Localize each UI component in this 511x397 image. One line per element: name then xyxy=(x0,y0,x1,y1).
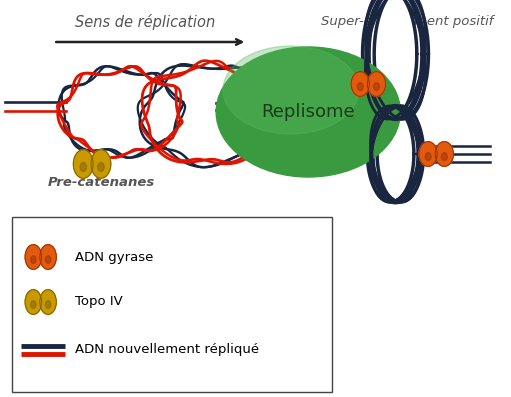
Ellipse shape xyxy=(95,151,107,166)
Text: Topo IV: Topo IV xyxy=(75,295,123,308)
Ellipse shape xyxy=(374,83,380,91)
Ellipse shape xyxy=(351,71,369,96)
Ellipse shape xyxy=(216,47,400,177)
Ellipse shape xyxy=(31,301,36,308)
Ellipse shape xyxy=(80,162,86,172)
Ellipse shape xyxy=(371,73,382,86)
Ellipse shape xyxy=(31,256,36,264)
Ellipse shape xyxy=(43,246,53,258)
Text: Sens de réplication: Sens de réplication xyxy=(75,14,216,30)
Text: Super-enroulement positif: Super-enroulement positif xyxy=(321,15,493,29)
Ellipse shape xyxy=(423,143,434,156)
Ellipse shape xyxy=(28,291,38,304)
Ellipse shape xyxy=(379,114,412,194)
Ellipse shape xyxy=(223,46,359,134)
Ellipse shape xyxy=(375,0,416,109)
Text: Pre-catenanes: Pre-catenanes xyxy=(48,175,155,189)
Ellipse shape xyxy=(442,153,447,160)
Ellipse shape xyxy=(439,143,450,156)
Ellipse shape xyxy=(367,71,385,96)
FancyBboxPatch shape xyxy=(12,217,332,392)
Ellipse shape xyxy=(28,246,38,258)
Ellipse shape xyxy=(45,301,51,308)
Ellipse shape xyxy=(355,73,366,86)
Ellipse shape xyxy=(25,245,41,269)
Text: ADN nouvellement répliqué: ADN nouvellement répliqué xyxy=(75,343,259,357)
Ellipse shape xyxy=(425,153,431,160)
Ellipse shape xyxy=(91,150,111,178)
Text: ADN gyrase: ADN gyrase xyxy=(75,251,153,264)
Ellipse shape xyxy=(435,142,453,166)
Ellipse shape xyxy=(25,290,41,314)
Ellipse shape xyxy=(357,83,363,91)
Ellipse shape xyxy=(40,290,56,314)
Ellipse shape xyxy=(43,291,53,304)
Ellipse shape xyxy=(419,142,437,166)
Ellipse shape xyxy=(98,162,104,172)
Ellipse shape xyxy=(77,151,89,166)
Ellipse shape xyxy=(40,245,56,269)
Text: Replisome: Replisome xyxy=(262,103,355,121)
Ellipse shape xyxy=(74,150,93,178)
Ellipse shape xyxy=(45,256,51,264)
